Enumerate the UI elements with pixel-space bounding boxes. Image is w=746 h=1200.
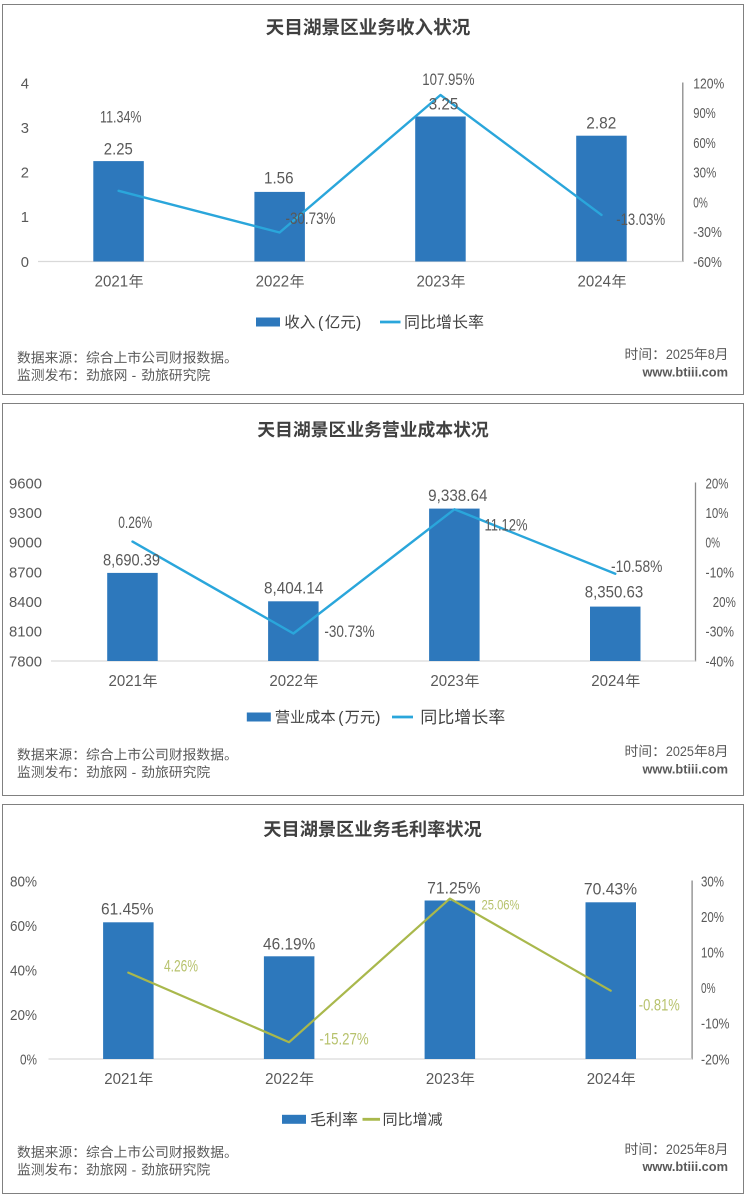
svg-text:8400: 8400: [9, 595, 42, 611]
svg-text:10%: 10%: [701, 946, 724, 962]
svg-text:2025: 2025: [666, 744, 694, 759]
svg-text:71.25%: 71.25%: [427, 879, 480, 897]
svg-text:0%: 0%: [706, 536, 721, 552]
svg-text:2022: 2022: [269, 673, 303, 690]
svg-text:1.56: 1.56: [264, 169, 294, 187]
svg-text:2023: 2023: [430, 673, 464, 690]
svg-text:25.06%: 25.06%: [482, 897, 520, 913]
svg-text:0%: 0%: [20, 1052, 37, 1068]
svg-text:61.45%: 61.45%: [101, 901, 154, 919]
svg-text:www.btiii.com: www.btiii.com: [641, 364, 728, 379]
svg-text:70.43%: 70.43%: [584, 881, 637, 899]
svg-text:-30.73%: -30.73%: [324, 623, 374, 641]
svg-text:-30%: -30%: [693, 225, 722, 241]
svg-text:4.26%: 4.26%: [164, 957, 198, 975]
svg-text:2024: 2024: [591, 673, 625, 690]
svg-text:7800: 7800: [9, 654, 42, 670]
svg-text:-15.27%: -15.27%: [319, 1030, 368, 1048]
svg-text:-: -: [132, 368, 137, 383]
svg-text:8: 8: [708, 1142, 715, 1157]
svg-text:8,690.39: 8,690.39: [103, 551, 160, 569]
svg-text:0%: 0%: [693, 195, 708, 211]
svg-text:2023: 2023: [417, 274, 451, 291]
svg-text:-40%: -40%: [706, 654, 735, 670]
svg-text:90%: 90%: [693, 106, 715, 122]
svg-text:2022: 2022: [256, 274, 290, 291]
svg-text:8,350.63: 8,350.63: [585, 583, 644, 601]
svg-text:0.26%: 0.26%: [118, 514, 152, 532]
svg-text:46.19%: 46.19%: [263, 935, 315, 953]
svg-text:20%: 20%: [713, 595, 736, 611]
svg-text:0: 0: [21, 255, 29, 271]
svg-text:30%: 30%: [693, 166, 716, 182]
svg-text:2021: 2021: [104, 1071, 138, 1088]
svg-text:2021: 2021: [95, 274, 129, 291]
svg-text:120%: 120%: [693, 76, 724, 92]
svg-text:30%: 30%: [701, 874, 724, 890]
svg-text:-10%: -10%: [701, 1017, 730, 1033]
svg-text:2022: 2022: [265, 1071, 299, 1088]
svg-text:2: 2: [21, 166, 29, 182]
svg-text:80%: 80%: [10, 874, 37, 890]
svg-text:2021: 2021: [109, 673, 143, 690]
svg-text:8,404.14: 8,404.14: [264, 579, 323, 597]
svg-text:9,338.64: 9,338.64: [428, 487, 487, 505]
svg-text:2.82: 2.82: [586, 114, 616, 132]
svg-text:www.btiii.com: www.btiii.com: [641, 1159, 728, 1174]
svg-text:20%: 20%: [706, 476, 729, 492]
svg-text:-10%: -10%: [706, 565, 735, 581]
svg-text:2024: 2024: [587, 1071, 621, 1088]
svg-text:2.25: 2.25: [104, 141, 133, 159]
svg-text:8: 8: [708, 347, 715, 362]
svg-text:-10.58%: -10.58%: [611, 558, 662, 576]
svg-text:-13.03%: -13.03%: [616, 211, 665, 229]
svg-text:9600: 9600: [9, 476, 42, 492]
svg-text:10%: 10%: [706, 506, 729, 522]
svg-text:-0.81%: -0.81%: [639, 997, 680, 1015]
svg-text:www.btiii.com: www.btiii.com: [641, 761, 728, 776]
svg-text:2025: 2025: [666, 347, 694, 362]
svg-text:1: 1: [21, 210, 29, 226]
svg-text:): ): [356, 314, 361, 331]
svg-text:11.34%: 11.34%: [100, 108, 142, 126]
svg-text:2025: 2025: [666, 1142, 694, 1157]
svg-text:2023: 2023: [426, 1071, 460, 1088]
svg-text:-: -: [132, 765, 137, 780]
svg-text:8: 8: [708, 744, 715, 759]
svg-text:3: 3: [21, 121, 29, 137]
svg-text:4: 4: [21, 76, 29, 92]
svg-text:20%: 20%: [10, 1008, 37, 1024]
svg-text:-20%: -20%: [701, 1052, 730, 1068]
svg-text:60%: 60%: [10, 919, 37, 935]
svg-text:(: (: [338, 709, 344, 726]
svg-text:8100: 8100: [9, 625, 42, 641]
svg-text:107.95%: 107.95%: [422, 71, 474, 89]
svg-text:3.25: 3.25: [429, 95, 459, 113]
svg-text:-30%: -30%: [706, 625, 735, 641]
svg-text:11.12%: 11.12%: [485, 517, 528, 535]
svg-text:9000: 9000: [9, 536, 42, 552]
svg-text:(: (: [318, 314, 324, 331]
svg-text:40%: 40%: [10, 963, 37, 979]
svg-text:0%: 0%: [701, 981, 716, 997]
svg-text:9300: 9300: [9, 506, 42, 522]
svg-text:-: -: [132, 1163, 137, 1178]
svg-text:-30.73%: -30.73%: [286, 210, 336, 228]
svg-text:): ): [375, 709, 380, 726]
svg-text:60%: 60%: [693, 136, 715, 152]
svg-text:-60%: -60%: [693, 255, 722, 271]
svg-text:20%: 20%: [701, 910, 724, 926]
svg-text:2024: 2024: [578, 274, 612, 291]
svg-text:8700: 8700: [9, 565, 42, 581]
